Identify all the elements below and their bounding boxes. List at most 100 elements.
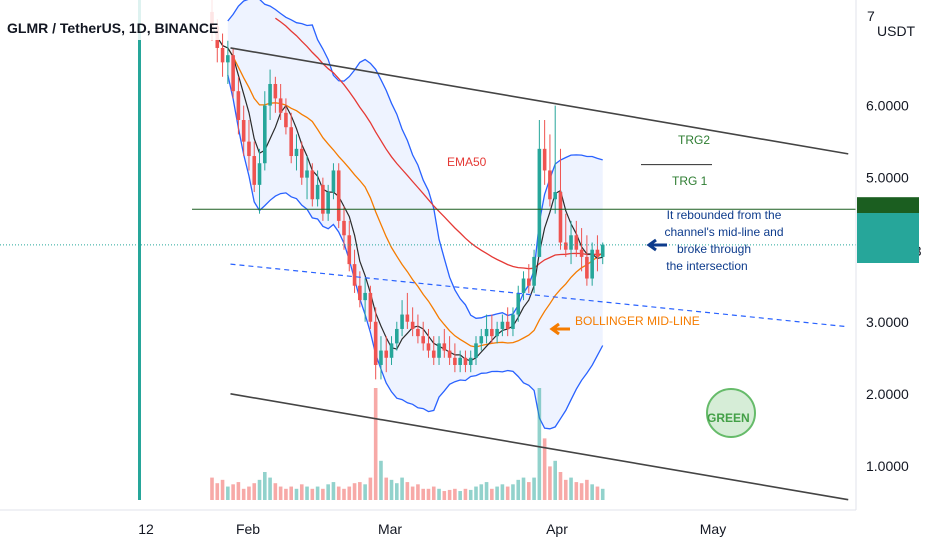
- volume-bar: [299, 484, 304, 500]
- volume-bar: [516, 479, 521, 500]
- volume-bar: [479, 484, 484, 500]
- volume-bar: [437, 488, 441, 500]
- volume-bar: [294, 488, 299, 500]
- candle-body: [336, 170, 341, 221]
- candle-body: [305, 170, 309, 178]
- ema50-label: EMA50: [447, 155, 487, 169]
- volume-bar: [574, 482, 579, 500]
- volume-bar: [558, 472, 563, 500]
- candle-body: [453, 357, 457, 365]
- volume-bar: [595, 486, 600, 500]
- candle-body: [342, 220, 346, 236]
- candle-body: [384, 350, 389, 358]
- volume-bar: [342, 488, 346, 500]
- candle-body: [379, 350, 383, 365]
- arrow-orange-icon: [549, 322, 570, 336]
- volume-bar: [284, 488, 288, 500]
- candle-body: [563, 242, 568, 250]
- price-axis-unit: USDT: [877, 23, 916, 39]
- volume-bar: [585, 479, 589, 500]
- volume-bar: [590, 484, 594, 500]
- candle-body: [310, 170, 315, 200]
- candle-body: [231, 55, 235, 92]
- candle-body: [278, 98, 283, 113]
- volume-bar: [431, 486, 436, 500]
- axes: [857, 197, 919, 263]
- volume-bar: [474, 486, 478, 500]
- symbol-title: GLMR / TetherUS, 1D, BINANCE: [7, 20, 218, 36]
- volume-bar: [426, 488, 431, 500]
- volume-bar: [542, 438, 547, 500]
- volume-bar: [490, 488, 494, 500]
- volume-bar: [395, 483, 399, 500]
- price-tick-label: 6.0000: [866, 98, 909, 114]
- candle-body: [426, 343, 431, 351]
- volume-bar: [579, 483, 584, 500]
- price-tick-label: 1.0000: [866, 458, 909, 474]
- arrow-blue-icon: [646, 238, 667, 252]
- volume-bar: [257, 479, 262, 500]
- volume-bar: [278, 486, 283, 500]
- indicator-lines: [211, 17, 604, 362]
- candle-body: [331, 170, 336, 193]
- channel-upper-line: [230, 47, 849, 155]
- candle-body: [268, 83, 272, 106]
- volume-bar: [600, 488, 605, 500]
- candle-body: [537, 148, 542, 257]
- volume-bar: [321, 488, 325, 500]
- volume-bar: [220, 479, 225, 500]
- bollinger-fill: [227, 0, 603, 429]
- candle-body: [527, 278, 531, 286]
- candle-body: [273, 83, 278, 99]
- candle-body: [600, 244, 605, 257]
- volume-bar: [241, 488, 246, 500]
- volume-bar: [358, 482, 362, 500]
- volume-bar: [379, 460, 383, 500]
- channel-lower-line: [230, 393, 849, 501]
- legend-bg: [0, 0, 220, 40]
- candle-body: [585, 256, 589, 279]
- volume-bar: [331, 482, 336, 500]
- candle-body: [558, 192, 563, 243]
- candle-body: [521, 278, 526, 293]
- volume-bar: [447, 489, 452, 500]
- candle-body: [363, 292, 367, 301]
- volume-bar: [268, 477, 272, 500]
- candle-body: [226, 55, 230, 63]
- comment-line: broke through: [677, 242, 751, 256]
- candle-body: [474, 343, 478, 358]
- candle-body: [368, 292, 373, 322]
- vertical-marker-line: [138, 0, 141, 500]
- green-badge-icon: [706, 388, 756, 438]
- price-tick-label: 5.0000: [866, 170, 909, 186]
- volume-bar: [263, 472, 267, 500]
- candle-body: [241, 120, 246, 142]
- volume-bar: [468, 489, 473, 500]
- candle-body: [284, 112, 288, 128]
- candle-body: [569, 235, 573, 250]
- candle-body: [553, 192, 557, 200]
- volume-bar: [532, 477, 536, 500]
- volume-bar: [505, 486, 510, 500]
- volume-bar: [410, 486, 415, 500]
- volume-bar: [252, 483, 257, 500]
- candle-body: [500, 321, 505, 329]
- candle-body: [263, 105, 267, 164]
- trg2-label: TRG2: [678, 133, 710, 147]
- volume-bar: [463, 488, 468, 500]
- volume-bar: [453, 488, 457, 500]
- volume-bar: [363, 484, 367, 500]
- volume-bar: [352, 483, 357, 500]
- volume-bar: [310, 488, 315, 500]
- volume-bar: [326, 484, 330, 500]
- candle-body: [321, 184, 325, 214]
- candle-body: [400, 314, 404, 329]
- volume-bar: [569, 477, 573, 500]
- volume-bar: [336, 486, 341, 500]
- candle-body: [299, 148, 304, 178]
- candle-body: [574, 235, 579, 250]
- candle-body: [252, 156, 257, 185]
- candle-body: [416, 328, 420, 337]
- comment-line: channel's mid-line and: [664, 225, 783, 239]
